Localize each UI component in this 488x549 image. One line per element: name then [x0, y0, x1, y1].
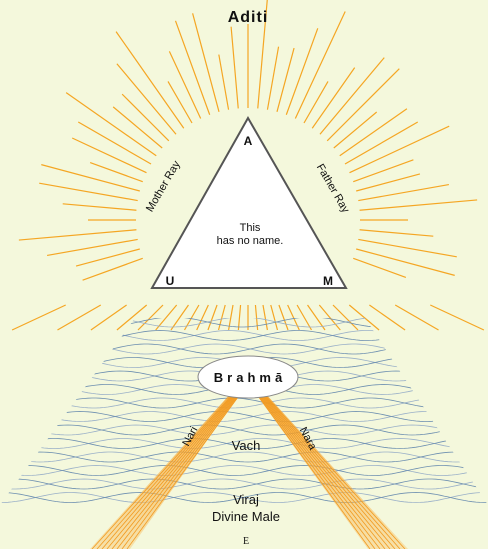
beam-line	[102, 393, 236, 549]
ray	[267, 47, 278, 110]
ray	[168, 81, 192, 123]
ray	[263, 305, 267, 330]
wave	[0, 479, 488, 489]
ray	[356, 174, 420, 191]
title: Aditi	[228, 9, 269, 26]
center-text: This	[240, 222, 261, 234]
wave	[0, 412, 488, 422]
beam-line	[122, 393, 240, 549]
wave	[0, 466, 488, 476]
beam-line	[262, 393, 400, 549]
ray	[340, 109, 407, 156]
ray	[395, 305, 438, 330]
vertex-label: A	[244, 134, 253, 148]
ray	[219, 305, 226, 330]
ray	[360, 230, 434, 236]
ray	[116, 32, 184, 129]
beam-line	[107, 393, 237, 549]
label: Divine Male	[212, 509, 280, 524]
beam-line	[97, 393, 235, 549]
diagram: Aditi A U M This has no name. Mother Ray…	[0, 0, 488, 549]
beam-line	[257, 393, 375, 549]
ray	[169, 51, 200, 118]
beam-line	[258, 393, 380, 549]
vertex-label: U	[166, 274, 175, 288]
ray	[66, 93, 156, 156]
beam-line	[261, 393, 395, 549]
ray	[353, 258, 406, 277]
ray	[63, 204, 137, 210]
ray	[430, 305, 484, 330]
ray	[320, 58, 384, 135]
ray	[39, 183, 137, 200]
ray	[57, 305, 100, 330]
ray	[304, 81, 328, 123]
wave	[0, 425, 488, 435]
wave	[0, 452, 488, 462]
wave	[0, 452, 488, 462]
ray	[279, 305, 288, 330]
wave	[0, 398, 488, 408]
wave	[0, 425, 488, 435]
beam-line	[260, 393, 390, 549]
ray	[19, 230, 137, 240]
center-text: has no name.	[217, 235, 284, 247]
label: Viraj	[233, 492, 259, 507]
beam-line	[112, 393, 238, 549]
ray	[41, 165, 140, 191]
wave	[0, 344, 488, 354]
ray	[358, 239, 456, 256]
wave	[0, 317, 488, 327]
wave	[0, 398, 488, 408]
ray-label: Mother Ray	[144, 158, 183, 214]
ray	[271, 305, 278, 330]
label: Vach	[232, 438, 261, 453]
ray	[90, 163, 143, 182]
beam-line	[117, 393, 239, 549]
footer: E	[243, 536, 249, 547]
ray	[208, 305, 217, 330]
ray	[76, 249, 140, 266]
ray	[12, 305, 66, 330]
wave	[0, 317, 488, 327]
wave	[0, 479, 488, 489]
ray	[193, 13, 219, 112]
ray	[238, 305, 240, 330]
ray	[327, 69, 399, 141]
ray	[197, 305, 209, 330]
ellipse-label: Brahmā	[214, 370, 286, 385]
ray	[356, 249, 455, 275]
ray	[334, 112, 377, 148]
ray	[219, 55, 229, 110]
wave	[0, 412, 488, 422]
ray	[231, 27, 238, 109]
ray	[277, 48, 294, 112]
waves	[0, 317, 488, 503]
ray	[286, 28, 317, 114]
beam-line	[263, 393, 405, 549]
wave	[0, 344, 488, 354]
ray	[360, 200, 478, 210]
ray-label: Father Ray	[314, 162, 352, 216]
wave	[0, 466, 488, 476]
vertex-label: M	[323, 274, 333, 288]
ray	[295, 12, 345, 119]
page: {"title": "Aditi", "triangle": {"top": "…	[0, 0, 488, 549]
